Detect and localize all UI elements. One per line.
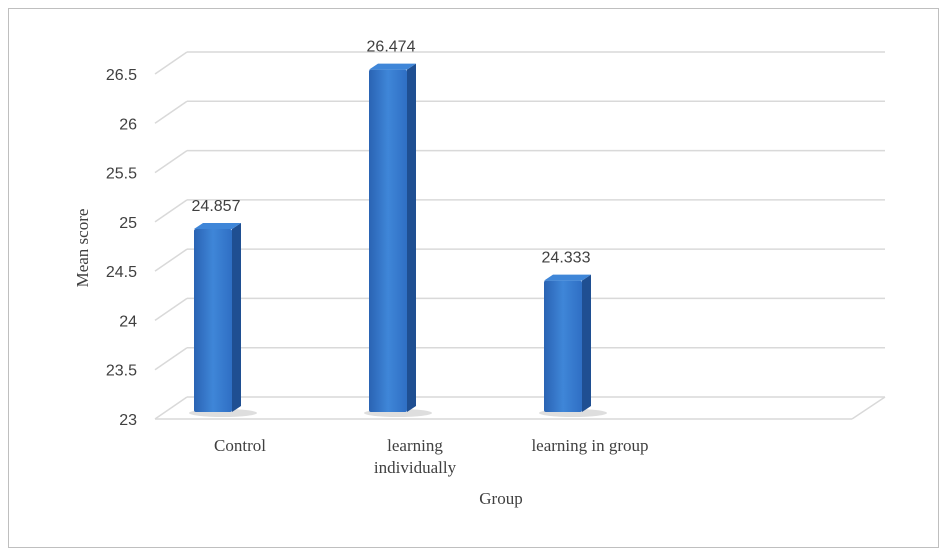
data-label: 24.857 bbox=[192, 198, 241, 215]
bar bbox=[539, 274, 607, 417]
grid-line-diagonal bbox=[154, 51, 188, 75]
bar bbox=[189, 222, 257, 417]
floor-right-edge bbox=[851, 396, 886, 420]
x-axis-title: Group bbox=[479, 489, 522, 508]
grid-line-diagonal bbox=[154, 347, 188, 371]
y-tick-labels: 23 23.5 24 24.5 25 25.5 26 26.5 bbox=[106, 67, 137, 429]
x-category-labels: Control learning individually learning in g… bbox=[214, 436, 649, 477]
data-label: 26.474 bbox=[367, 39, 416, 56]
bar-top bbox=[194, 222, 241, 229]
data-labels: 24.857 26.474 24.333 bbox=[192, 39, 591, 267]
y-tick-label: 23.5 bbox=[106, 363, 137, 380]
x-category-label: Control bbox=[214, 436, 266, 455]
y-tick-label: 26 bbox=[119, 116, 137, 133]
y-tick-label: 24.5 bbox=[106, 264, 137, 281]
bars bbox=[189, 63, 607, 417]
bar bbox=[364, 63, 432, 417]
grid-line-diagonal bbox=[154, 149, 188, 174]
bar-top bbox=[544, 274, 591, 281]
grid-line-diagonal bbox=[154, 297, 188, 322]
grid-line-diagonal bbox=[154, 248, 188, 272]
y-tick-label: 23 bbox=[119, 412, 137, 429]
bar-front bbox=[369, 69, 407, 412]
bar-side bbox=[232, 222, 241, 412]
bar-front bbox=[194, 228, 232, 412]
y-axis-title: Mean score bbox=[73, 209, 92, 288]
grid-lines bbox=[154, 51, 886, 420]
y-tick-label: 25.5 bbox=[106, 166, 137, 183]
bar-side bbox=[407, 63, 416, 412]
grid-line-diagonal bbox=[154, 199, 188, 223]
grid-line-diagonal bbox=[154, 100, 188, 124]
y-tick-label: 26.5 bbox=[106, 67, 137, 84]
chart-frame bbox=[8, 8, 939, 548]
bar-top bbox=[369, 63, 416, 70]
x-category-label: learning in group bbox=[531, 436, 648, 455]
y-tick-label: 25 bbox=[119, 215, 137, 232]
data-label: 24.333 bbox=[542, 250, 591, 267]
grid-line-diagonal bbox=[154, 396, 188, 420]
x-category-label: learning individually bbox=[374, 436, 457, 477]
bar-side bbox=[582, 274, 591, 412]
bar-front bbox=[544, 280, 582, 412]
y-tick-label: 24 bbox=[119, 313, 137, 330]
